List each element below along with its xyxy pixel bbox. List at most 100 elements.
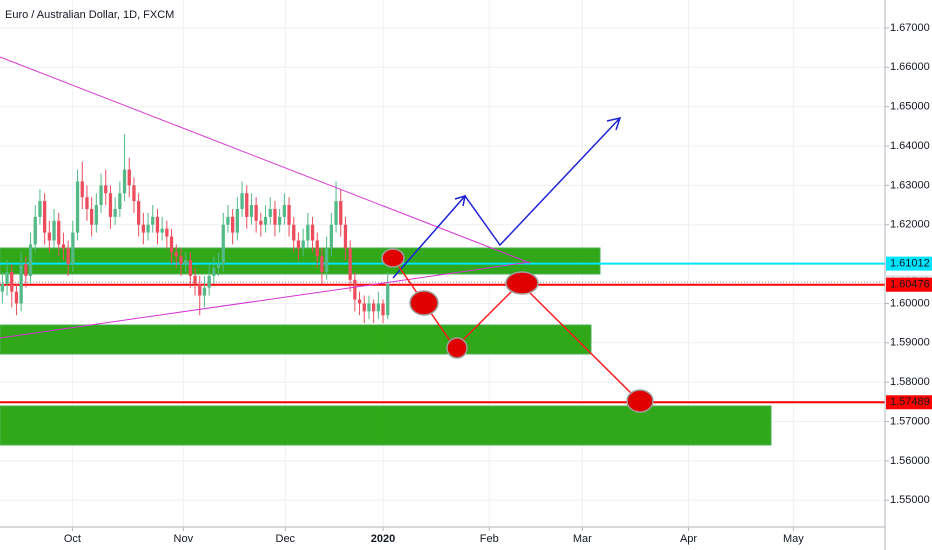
candle-body — [174, 252, 178, 257]
candle-body — [216, 264, 221, 269]
candle-body — [334, 201, 338, 225]
candle-body — [306, 224, 310, 241]
arrow-head — [454, 194, 466, 207]
candle-body — [19, 264, 23, 304]
x-tick-label: Nov — [174, 533, 194, 545]
candle-body — [198, 283, 202, 296]
candle-body — [113, 208, 117, 217]
candle-body — [33, 216, 37, 245]
levels — [0, 262, 885, 404]
y-tick-label: 1.66000 — [890, 61, 930, 73]
candle-body — [325, 248, 329, 272]
price-label: 1.61012 — [890, 258, 930, 270]
candle-body — [57, 220, 61, 245]
markers — [381, 248, 654, 413]
x-tick-label: Feb — [480, 533, 499, 545]
candle-body — [273, 208, 277, 225]
trend-line — [0, 56, 531, 264]
candle-body — [353, 279, 357, 300]
candle-body — [259, 220, 263, 225]
candle-body — [179, 256, 183, 265]
candle-body — [141, 224, 145, 233]
candle-body — [0, 283, 4, 292]
candle-body — [376, 303, 380, 312]
candle-body — [137, 201, 141, 225]
y-tick-label: 1.60000 — [890, 297, 930, 309]
price-label-box — [886, 395, 932, 410]
candle-body — [75, 181, 80, 233]
candle-body — [47, 232, 51, 241]
x-tick-label: Dec — [276, 533, 296, 545]
candle-body — [245, 193, 249, 217]
y-tick-label: 1.67000 — [890, 22, 930, 34]
candle-body — [132, 185, 136, 202]
candle-body — [296, 240, 301, 249]
candle-body — [52, 220, 56, 241]
candle-body — [14, 291, 19, 304]
y-tick-label: 1.56000 — [890, 455, 930, 467]
candle-body — [240, 193, 244, 209]
candle-body — [254, 205, 258, 221]
candle-body — [310, 224, 315, 241]
zone — [0, 405, 772, 446]
candle-body — [104, 185, 108, 194]
candle-body — [165, 228, 169, 237]
candle-body — [66, 248, 70, 265]
candle-body — [155, 216, 160, 233]
candle-body — [10, 271, 14, 292]
candle-body — [287, 205, 291, 225]
price-label-box — [886, 256, 932, 271]
candle-body — [184, 260, 188, 265]
x-tick-label: Apr — [680, 533, 697, 545]
candle-body — [202, 287, 207, 296]
candle-body — [122, 169, 127, 194]
candle-body — [80, 181, 84, 198]
candle-body — [348, 248, 352, 280]
chart-title: Euro / Australian Dollar, 1D, FXCM — [5, 9, 174, 21]
candle-body — [386, 283, 390, 316]
candle-body — [212, 268, 216, 276]
candle-body — [28, 244, 33, 276]
candle-body — [160, 228, 164, 233]
blue-arrow-path — [392, 117, 621, 279]
y-tick-label: 1.62000 — [890, 219, 930, 231]
candle-body — [43, 201, 47, 233]
candle-body — [226, 216, 230, 225]
candle-body — [231, 216, 235, 233]
candle-body — [263, 216, 268, 225]
x-tick-label: 2020 — [371, 533, 395, 545]
x-tick-label: Mar — [573, 533, 592, 545]
labels: 1.55000 1.56000 1.57000 1.58000 1.59000 1.600… — [64, 22, 932, 545]
candle-body — [188, 260, 192, 276]
candle-body — [24, 264, 28, 276]
candle-body — [367, 303, 371, 312]
candles — [0, 134, 390, 324]
candle-body — [90, 208, 94, 225]
candle-body — [108, 193, 113, 217]
price-label-box — [886, 277, 932, 292]
candle-body — [381, 303, 385, 316]
candle-body — [146, 224, 150, 233]
candle-body — [118, 193, 122, 209]
y-tick-label: 1.55000 — [890, 494, 930, 506]
y-tick-label: 1.59000 — [890, 337, 930, 349]
x-tick-label: Oct — [64, 533, 81, 545]
candle-body — [38, 201, 42, 217]
candle-body — [339, 201, 343, 225]
marker — [446, 337, 468, 359]
candle-body — [207, 275, 211, 288]
marker — [409, 290, 439, 316]
price-label: 1.60476 — [890, 279, 930, 291]
candle-body — [85, 197, 89, 209]
candle-body — [5, 271, 9, 284]
candle-body — [282, 205, 286, 217]
candle-body — [99, 185, 103, 206]
zone — [0, 324, 592, 355]
candle-body — [301, 240, 305, 249]
y-tick-label: 1.63000 — [890, 179, 930, 191]
marker — [381, 248, 405, 268]
candle-body — [193, 275, 197, 284]
y-tick-label: 1.65000 — [890, 101, 930, 113]
candle-body — [127, 169, 131, 186]
